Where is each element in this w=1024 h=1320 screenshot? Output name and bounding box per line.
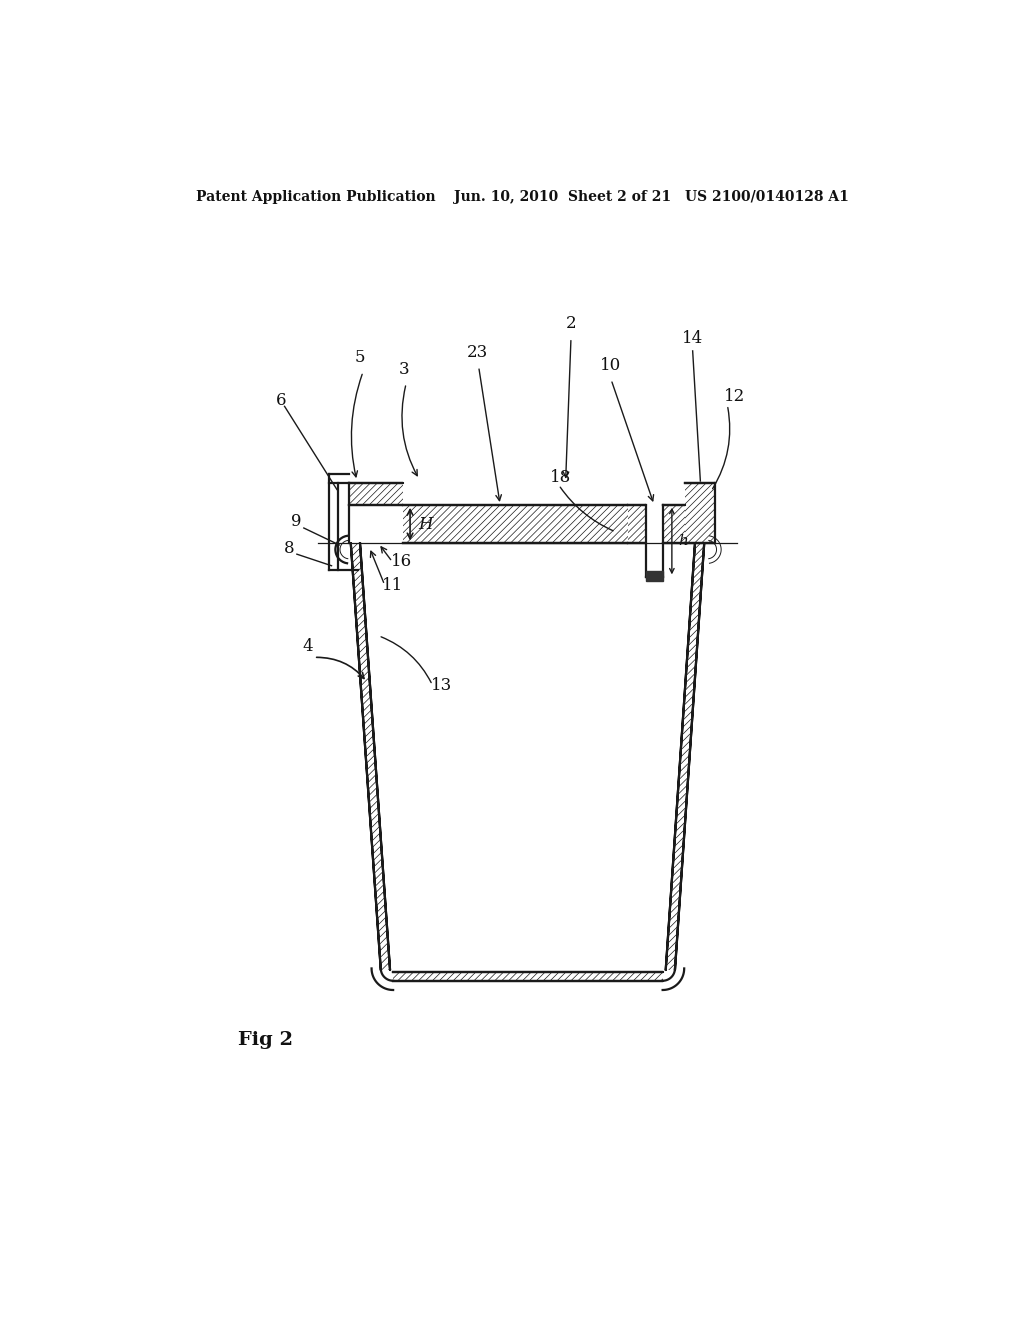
Text: 14: 14 (682, 330, 703, 347)
Polygon shape (685, 483, 715, 544)
Polygon shape (646, 572, 663, 581)
Text: 3: 3 (398, 360, 410, 378)
Polygon shape (393, 972, 663, 981)
Text: 12: 12 (724, 388, 744, 405)
Polygon shape (351, 544, 390, 970)
Text: 11: 11 (382, 577, 403, 594)
Text: 23: 23 (467, 345, 487, 362)
Text: 9: 9 (291, 513, 301, 531)
Text: 6: 6 (275, 392, 286, 409)
Polygon shape (628, 506, 646, 544)
Text: 18: 18 (550, 469, 571, 486)
Text: 8: 8 (284, 540, 295, 557)
Text: Jun. 10, 2010  Sheet 2 of 21: Jun. 10, 2010 Sheet 2 of 21 (454, 190, 671, 203)
Polygon shape (349, 483, 403, 506)
Text: 2: 2 (565, 314, 577, 331)
Polygon shape (663, 506, 685, 544)
Polygon shape (666, 544, 705, 970)
Text: 16: 16 (391, 553, 412, 570)
Text: 10: 10 (600, 358, 622, 374)
Text: 13: 13 (431, 677, 453, 694)
Text: 5: 5 (354, 350, 366, 367)
Polygon shape (403, 506, 628, 544)
Text: Fig 2: Fig 2 (239, 1031, 293, 1049)
Text: Patent Application Publication: Patent Application Publication (196, 190, 435, 203)
Text: US 2100/0140128 A1: US 2100/0140128 A1 (685, 190, 849, 203)
Text: H: H (418, 516, 432, 533)
Text: h: h (678, 535, 688, 548)
Text: 4: 4 (302, 638, 313, 655)
